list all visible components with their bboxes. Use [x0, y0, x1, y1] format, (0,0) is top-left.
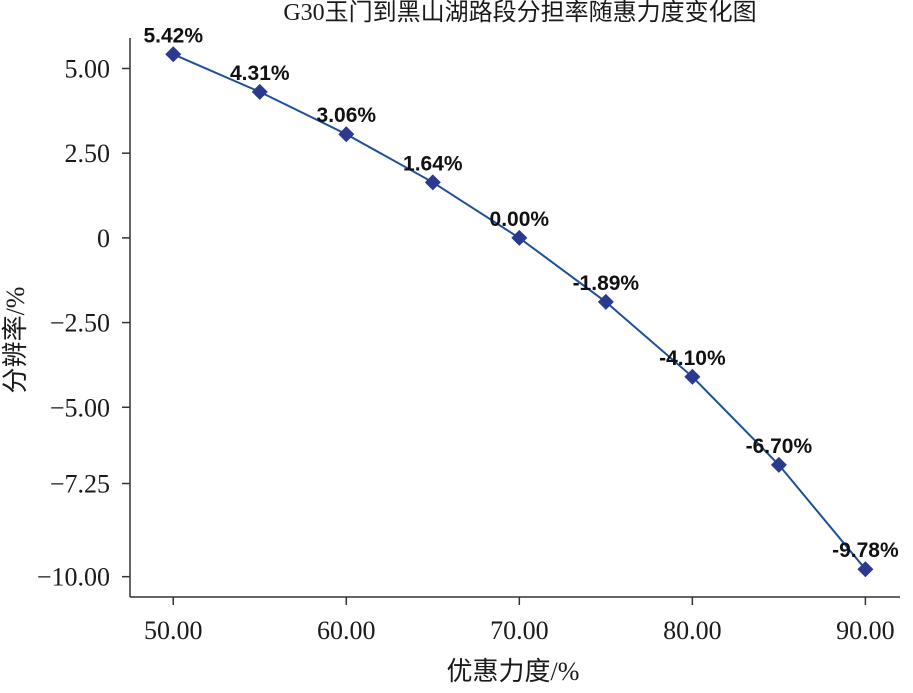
series-markers — [165, 46, 874, 578]
y-axis-title: 分辨率/% — [1, 287, 30, 394]
y-tick-label: 0 — [97, 224, 110, 253]
y-tick-label: −2.50 — [50, 309, 110, 338]
data-label: 1.64% — [403, 152, 463, 175]
data-point-marker — [684, 368, 701, 385]
series-line — [172, 53, 867, 570]
data-label: 3.06% — [317, 104, 377, 127]
data-label: -1.89% — [573, 272, 640, 295]
data-point-marker — [857, 561, 874, 578]
y-tick-label: −5.00 — [50, 393, 110, 422]
data-point-marker — [770, 456, 787, 473]
y-tick-label: 2.50 — [65, 139, 111, 168]
x-tick-label: 70.00 — [490, 616, 549, 645]
x-tick-label: 50.00 — [144, 616, 203, 645]
x-tick-label: 90.00 — [836, 616, 895, 645]
data-point-marker — [597, 293, 614, 310]
data-point-marker — [338, 126, 355, 143]
y-tick-label: −7.25 — [50, 470, 110, 499]
x-tick-label: 80.00 — [663, 616, 722, 645]
data-label: 4.31% — [230, 62, 290, 85]
chart-title: G30玉门到黑山湖路段分担率随惠力度变化图 — [283, 0, 756, 26]
data-label: -4.10% — [659, 347, 726, 370]
x-axis-title: 优惠力度/% — [447, 657, 580, 686]
y-tick-label: −10.00 — [37, 563, 110, 592]
data-label: -9.78% — [832, 539, 899, 562]
x-tick-label: 60.00 — [317, 616, 376, 645]
data-point-marker — [424, 174, 441, 191]
data-point-marker — [165, 46, 182, 63]
y-axis-ticks: 5.00 2.50 0 −2.50 −5.00 −7.25 −10.00 — [37, 54, 130, 592]
data-point-marker — [251, 83, 268, 100]
y-tick-label: 5.00 — [65, 54, 111, 83]
data-labels: 5.42% 4.31% 3.06% 1.64% 0.00% -1.89% -4.10% -6.… — [143, 24, 899, 562]
data-point-marker — [511, 229, 528, 246]
data-label: 0.00% — [490, 208, 550, 231]
data-label: -6.70% — [746, 435, 813, 458]
data-label: 5.42% — [143, 24, 203, 47]
x-axis-ticks: 50.00 60.00 70.00 80.00 90.00 — [144, 597, 895, 645]
